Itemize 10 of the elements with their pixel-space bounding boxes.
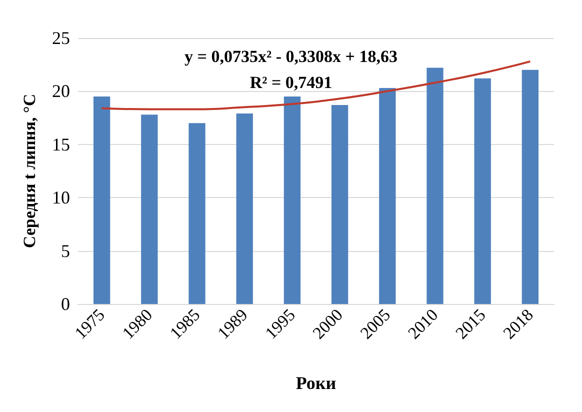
x-axis-title: Роки xyxy=(296,373,336,393)
y-tick-label: 20 xyxy=(52,81,70,102)
y-axis-title: Середня t липня, °C xyxy=(20,94,39,248)
annotation: R² = 0,7491 xyxy=(250,73,332,92)
y-tick-label: 15 xyxy=(52,134,70,154)
y-tick-label: 0 xyxy=(61,294,70,314)
annotation: y = 0,0735x² - 0,3308x + 18,63 xyxy=(184,47,398,66)
y-tick-label: 5 xyxy=(61,240,70,261)
y-tick-label: 25 xyxy=(52,28,70,48)
y-tick-label: 10 xyxy=(52,188,70,208)
